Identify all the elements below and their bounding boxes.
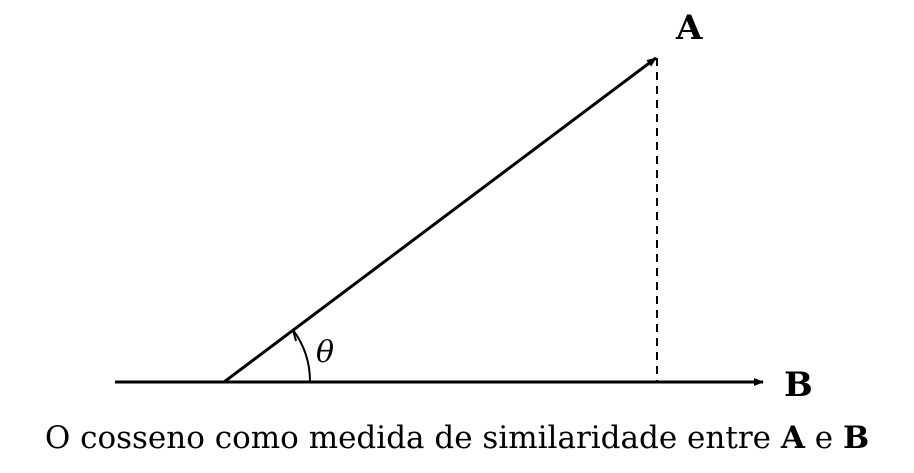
vector-a-arrow [223,56,657,384]
caption-vector-b: B [842,420,870,456]
vector-a-label: A [675,8,703,48]
vector-b-label: B [784,365,813,405]
angle-arc-arrowhead [283,328,297,342]
angle-arc [292,329,312,383]
diagram-caption: O cosseno como medida de similaridade en… [0,418,914,458]
caption-conjunction: e [804,420,843,456]
caption-text: O cosseno como medida de similaridade en… [44,420,781,456]
angle-theta-label: θ [316,335,334,370]
caption-vector-a: A [780,420,805,456]
